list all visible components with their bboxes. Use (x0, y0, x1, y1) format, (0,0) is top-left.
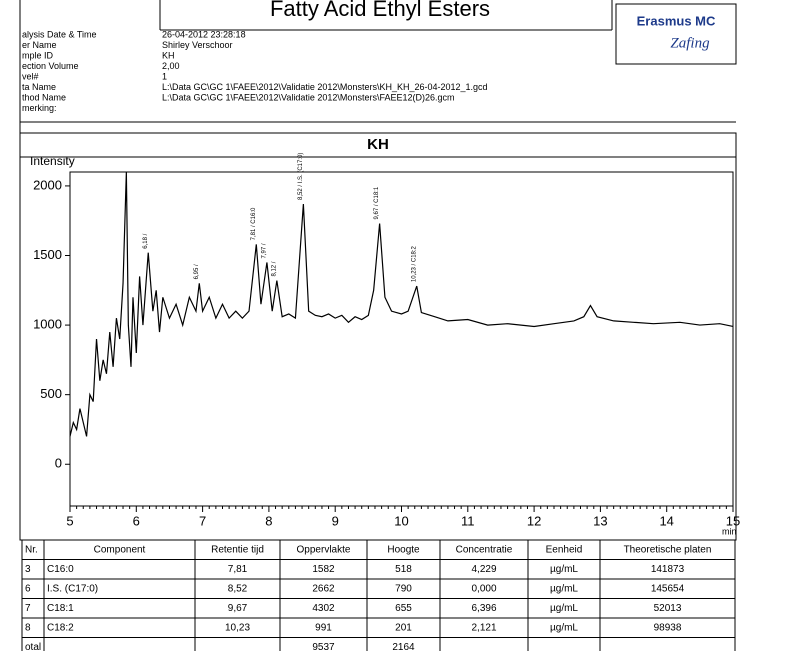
table-cell: 6,396 (471, 603, 496, 614)
table-cell: 4302 (312, 603, 335, 614)
table-cell: µg/mL (550, 622, 578, 633)
peak-label: 9,67 / C18:1 (374, 186, 380, 219)
table-cell: µg/mL (550, 583, 578, 594)
table-cell: 201 (395, 622, 412, 633)
x-tick-label: 10 (394, 513, 408, 528)
x-tick-label: 12 (527, 513, 541, 528)
table-cell: 10,23 (225, 622, 250, 633)
table-cell: 991 (315, 622, 332, 633)
signal-line (69, 171, 734, 437)
table-cell: 0,000 (471, 583, 496, 594)
info-label: thod Name (22, 92, 66, 102)
table-cell: 9537 (312, 642, 335, 651)
x-tick-label: 11 (461, 513, 475, 528)
table-cell: µg/mL (550, 564, 578, 575)
info-value: KH (162, 50, 175, 60)
x-axis-label: min (722, 526, 737, 536)
table-cell: C18:1 (47, 603, 74, 614)
y-axis-label: Intensity (30, 154, 75, 168)
x-tick-label: 6 (133, 513, 140, 528)
table-cell: C18:2 (47, 622, 74, 633)
table-cell: 4,229 (471, 564, 496, 575)
table-cell: Nr. (25, 544, 38, 555)
info-value: 2,00 (162, 61, 180, 71)
info-label: er Name (22, 40, 57, 50)
plot-area (69, 171, 734, 507)
table-cell: Component (94, 544, 146, 555)
table-cell: Retentie tijd (211, 544, 264, 555)
x-tick-label: 7 (199, 513, 206, 528)
peak-label: 8,12 / (271, 261, 277, 276)
table-cell: Oppervlakte (297, 544, 351, 555)
peak-label: 10,23 / C18:2 (411, 245, 417, 282)
y-tick-label: 0 (55, 456, 62, 471)
table-cell: Eenheid (546, 544, 583, 555)
peak-label: 7,81 / C16:0 (251, 207, 257, 240)
y-tick-label: 2000 (33, 177, 62, 192)
table-cell: 6 (25, 583, 31, 594)
table-cell: 2,121 (471, 622, 496, 633)
table-cell: 98938 (654, 622, 682, 633)
info-label: merking: (22, 103, 57, 113)
table-cell: C16:0 (47, 564, 74, 575)
table-cell: 52013 (654, 603, 682, 614)
table-cell: 2164 (392, 642, 415, 651)
table-cell: 518 (395, 564, 412, 575)
info-label: alysis Date & Time (22, 29, 97, 39)
info-label: ection Volume (22, 61, 79, 71)
info-value: 1 (162, 71, 167, 81)
info-value: L:\Data GC\GC 1\FAEE\2012\Validatie 2012… (162, 92, 454, 102)
title: Fatty Acid Ethyl Esters (270, 0, 490, 21)
x-tick-label: 15 (726, 513, 740, 528)
peak-label: 6,95 / (194, 264, 200, 279)
x-tick-label: 13 (593, 513, 607, 528)
table-cell: 145654 (651, 583, 685, 594)
info-label: vel# (22, 71, 39, 81)
table-cell: 1582 (312, 564, 335, 575)
table-cell: 3 (25, 564, 31, 575)
logo: Erasmus MC (637, 13, 716, 28)
table-cell: 7,81 (228, 564, 248, 575)
info-label: mple ID (22, 50, 54, 60)
info-label: ta Name (22, 82, 56, 92)
table-cell: 7 (25, 603, 31, 614)
table-cell: I.S. (C17:0) (47, 583, 98, 594)
table-cell: µg/mL (550, 603, 578, 614)
x-tick-label: 8 (265, 513, 272, 528)
table-cell: Theoretische platen (624, 544, 712, 555)
x-tick-label: 9 (332, 513, 339, 528)
table-cell: Concentratie (456, 544, 513, 555)
table-cell: 2662 (312, 583, 335, 594)
table-cell: 141873 (651, 564, 685, 575)
table-cell: 8,52 (228, 583, 248, 594)
y-tick-label: 1500 (33, 247, 62, 262)
peak-label: 7,97 / (261, 243, 267, 258)
logo-script: Zafing (670, 35, 710, 51)
table-cell: 8 (25, 622, 31, 633)
table-cell: 655 (395, 603, 412, 614)
peak-label: 6,18 / (143, 233, 149, 248)
info-value: Shirley Verschoor (162, 40, 233, 50)
table-cell: 9,67 (228, 603, 248, 614)
y-tick-label: 500 (40, 386, 62, 401)
table-cell: otal (25, 642, 41, 651)
table-cell: Hoogte (387, 544, 420, 555)
x-tick-label: 5 (66, 513, 73, 528)
y-tick-label: 1000 (33, 317, 62, 332)
table-cell: 790 (395, 583, 412, 594)
info-value: L:\Data GC\GC 1\FAEE\2012\Validatie 2012… (162, 82, 488, 92)
x-tick-label: 14 (659, 513, 673, 528)
info-value: 26-04-2012 23:28:18 (162, 29, 246, 39)
chart-title: KH (367, 136, 389, 153)
peak-label: 8,52 / I.S. (C17:0) (298, 153, 304, 200)
